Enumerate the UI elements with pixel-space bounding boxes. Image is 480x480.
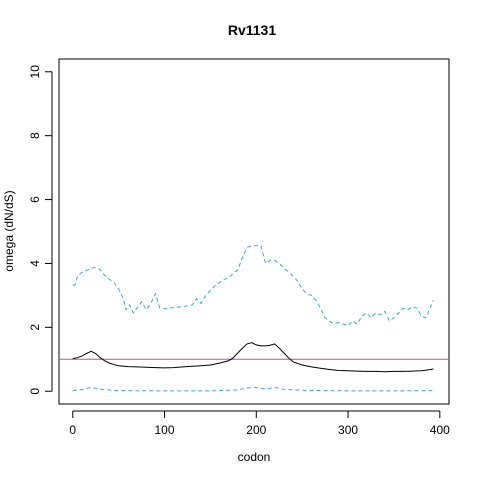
x-tick-label: 0 <box>69 423 76 437</box>
y-tick-label: 0 <box>28 388 42 395</box>
x-tick-label: 300 <box>338 423 358 437</box>
chart-title: Rv1131 <box>228 22 276 38</box>
y-tick-label: 2 <box>28 324 42 331</box>
y-tick-label: 10 <box>28 65 42 79</box>
y-axis-label: omega (dN/dS) <box>2 190 16 271</box>
y-tick-label: 8 <box>28 132 42 139</box>
x-axis: 0 100 200 300 400 <box>69 410 450 437</box>
series-omega-lower-bound <box>72 386 434 392</box>
x-tick-label: 100 <box>155 423 175 437</box>
series-layer <box>72 245 434 392</box>
x-tick-label: 200 <box>246 423 266 437</box>
y-tick-label: 4 <box>28 260 42 267</box>
x-tick-label: 400 <box>430 423 450 437</box>
y-axis: 0 2 4 6 8 10 <box>28 65 53 395</box>
x-axis-label: codon <box>238 450 271 464</box>
plot-area-border <box>58 58 450 405</box>
series-omega-median <box>72 342 434 373</box>
y-tick-label: 6 <box>28 196 42 203</box>
series-omega-upper-bound <box>72 245 434 327</box>
